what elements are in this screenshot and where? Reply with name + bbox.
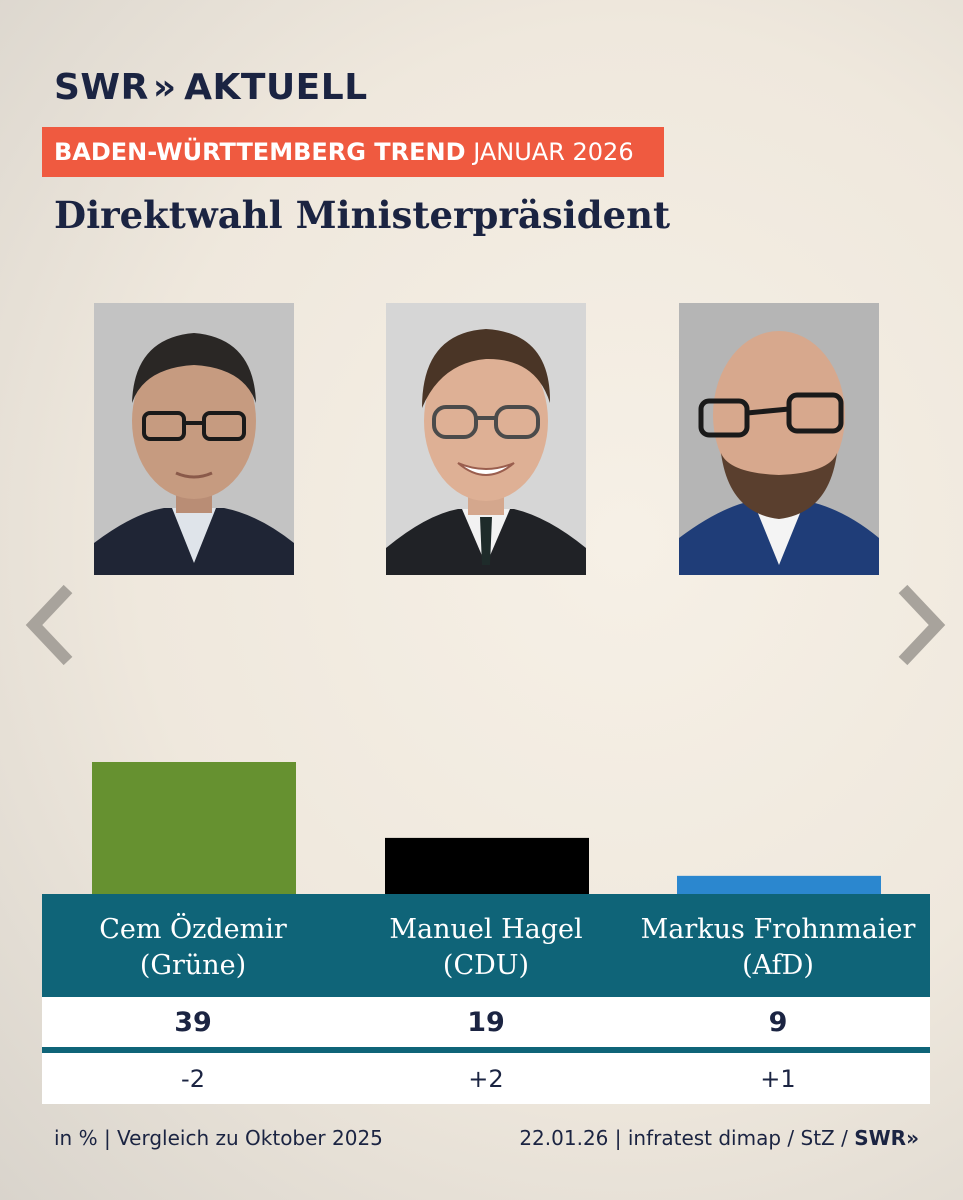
trend-banner-bold: BADEN-WÜRTTEMBERG TREND <box>54 138 466 166</box>
portrait-oezdemir-image <box>94 303 294 575</box>
swr-aktuell-logo: SWR» AKTUELL <box>54 66 368 110</box>
candidate-party: (CDU) <box>442 950 530 981</box>
candidate-label-frohnmaier: Markus Frohnmaier (AfD) <box>633 912 923 984</box>
footer-source: 22.01.26 | infratest dimap / StZ / SWR» <box>519 1123 919 1153</box>
footer-source-text: 22.01.26 | infratest dimap / StZ / <box>519 1126 855 1150</box>
bar-oezdemir <box>92 762 296 910</box>
footer-note: in % | Vergleich zu Oktober 2025 <box>54 1126 383 1150</box>
value-hagel: 19 <box>467 1007 505 1038</box>
logo-aktuell: AKTUELL <box>184 67 368 108</box>
portrait-hagel <box>386 303 586 575</box>
prev-arrow-button[interactable] <box>22 583 78 667</box>
change-frohnmaier: +1 <box>760 1065 796 1093</box>
chevron-right-icon <box>898 584 946 666</box>
page-title: Direktwahl Ministerpräsident <box>54 193 671 237</box>
value-row <box>42 997 930 1047</box>
portrait-frohnmaier <box>679 303 879 575</box>
candidate-party: (Grüne) <box>139 950 247 981</box>
candidate-name: Markus Frohnmaier <box>640 914 916 945</box>
candidate-label-hagel: Manuel Hagel (CDU) <box>341 912 631 984</box>
footer-swr-logo: SWR» <box>854 1126 919 1150</box>
table-divider <box>42 1047 930 1053</box>
portrait-hagel-image <box>386 303 586 575</box>
candidate-party: (AfD) <box>742 950 814 981</box>
candidate-label-band <box>42 894 930 997</box>
candidate-label-oezdemir: Cem Özdemir (Grüne) <box>48 912 338 984</box>
value-frohnmaier: 9 <box>768 1007 788 1038</box>
logo-swr: SWR <box>54 67 149 108</box>
chevron-left-icon <box>25 584 73 666</box>
trend-banner-date: JANUAR 2026 <box>473 138 634 166</box>
next-arrow-button[interactable] <box>893 583 949 667</box>
change-oezdemir: -2 <box>181 1065 205 1093</box>
candidate-name: Manuel Hagel <box>389 914 583 945</box>
trend-banner: BADEN-WÜRTTEMBERG TREND JANUAR 2026 <box>42 127 664 177</box>
change-hagel: +2 <box>468 1065 504 1093</box>
portrait-oezdemir <box>94 303 294 575</box>
candidate-name: Cem Özdemir <box>99 914 287 945</box>
portrait-frohnmaier-image <box>679 303 879 575</box>
change-row <box>42 1053 930 1104</box>
value-oezdemir: 39 <box>174 1007 212 1038</box>
